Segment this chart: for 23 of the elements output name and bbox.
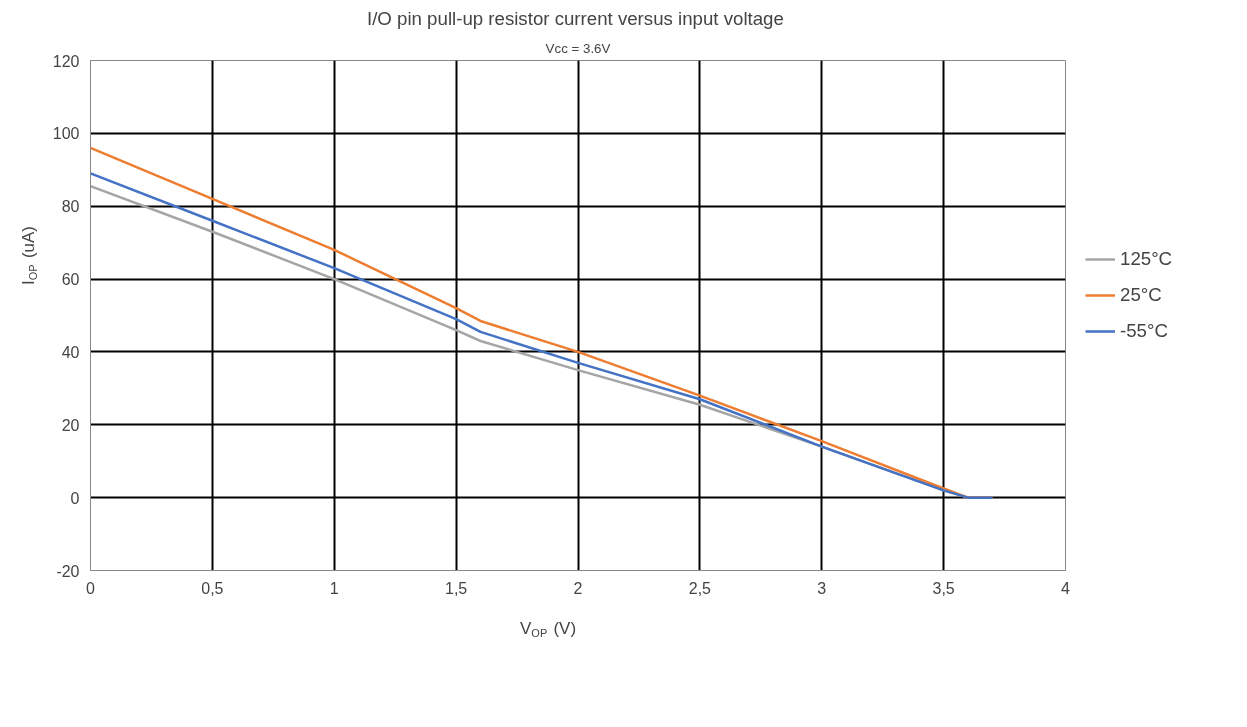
chart-title: I/O pin pull-up resistor current versus input voltage xyxy=(366,7,784,29)
x-tick-label: 3 xyxy=(817,579,827,597)
legend-label: 25°C xyxy=(1120,284,1162,306)
y-tick-label: 100 xyxy=(52,125,80,143)
chart-subtitle: Vcc = 3.6V xyxy=(545,40,611,56)
x-tick-label: 2 xyxy=(573,579,583,597)
x-tick-label: 2,5 xyxy=(688,579,712,597)
x-tick-label: 1 xyxy=(329,579,339,597)
x-tick-label: 0 xyxy=(86,579,96,597)
y-tick-label: 0 xyxy=(70,489,80,507)
y-tick-label: 60 xyxy=(61,271,80,289)
x-tick-label: 3,5 xyxy=(932,579,955,597)
y-axis-title: IOP (uA) xyxy=(19,225,39,285)
legend-label: 125°C xyxy=(1120,248,1173,270)
x-tick-label: 4 xyxy=(1061,579,1071,597)
y-tick-label: 20 xyxy=(61,416,80,434)
y-tick-label: 80 xyxy=(61,198,80,216)
x-tick-label: 0,5 xyxy=(201,579,224,597)
y-tick-label: 40 xyxy=(61,343,80,361)
x-tick-label: 1,5 xyxy=(445,579,468,597)
y-tick-label: -20 xyxy=(56,562,80,580)
legend-label: -55°C xyxy=(1120,320,1168,342)
y-tick-label: 120 xyxy=(52,52,80,70)
